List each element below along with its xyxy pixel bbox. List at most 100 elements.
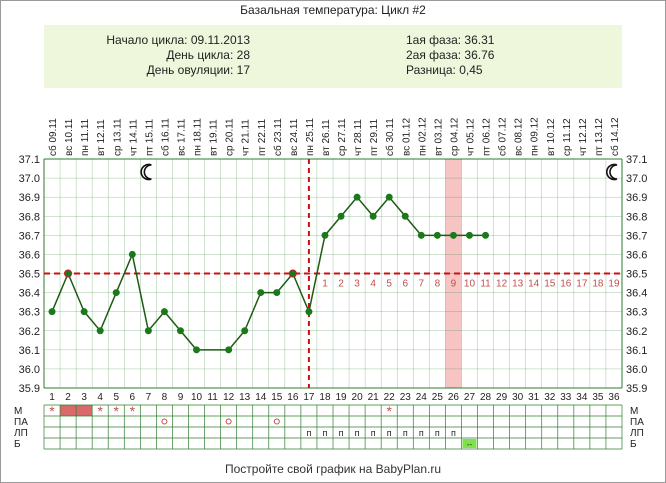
phase2-day-number: 15 [544,279,556,290]
menses-star-icon: * [114,403,120,419]
x-day-label: 15 [271,392,283,403]
y-tick-label-left: 36.8 [19,211,40,223]
lp-mark: п [451,428,456,438]
x-day-label: 24 [416,392,428,403]
x-date-label: сб 14.12 [609,117,621,156]
temperature-point [144,327,152,335]
x-date-label: пт 06.12 [482,118,493,156]
chart-title: Базальная температура: Цикл #2 [240,3,426,17]
temperature-point [96,327,104,335]
x-date-label: вт 26.11 [321,119,332,156]
phase2-day-number: 12 [496,279,508,290]
temperature-point [482,231,490,239]
temperature-point [353,193,361,201]
y-tick-label-right: 36.2 [626,326,647,338]
temperature-point [160,308,168,316]
y-tick-label-left: 36.6 [19,249,40,261]
cycle-day-label: День цикла: 28 [166,48,250,62]
phase2-day-number: 4 [370,279,376,290]
x-day-label: 3 [81,392,87,403]
x-date-label: вс 08.12 [514,118,525,156]
temperature-point [401,212,409,220]
bt-marker-cell [462,439,477,448]
phase2-day-number: 11 [480,279,491,290]
y-tick-label-left: 36.7 [19,230,40,242]
intercourse-circle-icon [225,418,232,425]
x-day-label: 10 [191,392,203,403]
y-tick-label-right: 35.9 [626,383,647,395]
x-day-label: 2 [65,392,71,403]
y-tick-label-right: 36.9 [626,192,647,204]
phase2-day-number: 16 [560,279,572,290]
x-date-label: ср 11.12 [562,118,573,156]
temperature-point [241,327,249,335]
x-date-label: вт 19.11 [209,119,220,156]
x-date-label: пн 02.12 [417,117,428,156]
x-date-label: ср 20.11 [225,118,236,156]
footer-link[interactable]: Постройте свой график на BabyPlan.ru [224,462,442,476]
x-day-label: 8 [162,392,168,403]
x-day-label: 25 [432,392,444,403]
y-tick-label-left: 36.0 [19,364,40,376]
phase1-average-label: 1ая фаза: 36.31 [406,33,495,47]
lp-mark: п [403,428,408,438]
phase2-day-number: 10 [464,279,476,290]
table-row-label-right: ЛП [630,428,644,439]
table-row-label-right: ПА [630,417,644,428]
ovulation-day-label: День овуляции: 17 [146,63,250,77]
y-tick-label-left: 36.1 [19,345,40,357]
menses-star-icon: * [386,403,392,419]
bt-marker-text: -- [467,440,473,449]
x-day-label: 23 [400,392,412,403]
table-row-label-left: Б [14,439,21,450]
y-tick-label-right: 36.5 [626,269,647,281]
y-tick-label-left: 36.3 [19,307,40,319]
x-date-label: вс 01.12 [401,118,412,156]
y-tick-label-left: 36.9 [19,192,40,204]
temperature-point [417,231,425,239]
x-date-label: чт 12.12 [578,118,589,156]
lp-mark: п [435,428,440,438]
x-date-label: сб 23.11 [272,118,284,156]
lp-mark: п [355,428,360,438]
phase2-day-number: 2 [338,279,344,290]
x-day-label: 13 [239,392,251,403]
phase2-average-label: 2ая фаза: 36.76 [406,48,495,62]
temperature-point [337,212,345,220]
y-tick-label-left: 36.2 [19,326,40,338]
x-day-label: 1 [49,392,55,403]
lp-mark: п [387,428,392,438]
phase2-day-number: 6 [402,279,408,290]
cycle-summary-panel: Начало цикла: 09.11.2013 День цикла: 28 … [44,25,622,88]
y-tick-label-left: 37.0 [19,173,40,185]
x-day-label: 31 [528,392,540,403]
menses-star-icon: * [130,403,136,419]
lp-mark: п [306,428,311,438]
temperature-point [369,212,377,220]
temperature-point [193,346,201,354]
x-date-label: ср 27.11 [337,118,348,156]
phase2-day-number: 18 [592,279,604,290]
x-day-label: 27 [464,392,476,403]
y-tick-label-right: 37.1 [626,154,647,166]
x-date-label: ср 04.12 [449,117,460,156]
temperature-point [433,231,441,239]
phase2-day-number: 3 [354,279,360,290]
y-tick-label-right: 36.6 [626,249,647,261]
x-date-label: вс 17.11 [176,118,187,156]
x-day-label: 17 [303,392,315,403]
phase2-day-number: 9 [451,279,457,290]
x-day-label: 30 [512,392,524,403]
x-date-label: сб 30.11 [384,118,396,156]
x-date-label: чт 21.11 [241,119,252,156]
temperature-point [305,308,313,316]
x-date-label: пт 13.12 [594,118,605,156]
cycle-start-label: Начало цикла: 09.11.2013 [106,33,250,47]
lp-mark: п [419,428,424,438]
lp-mark: п [323,428,328,438]
phase2-day-number: 19 [608,279,620,290]
x-day-label: 20 [352,392,364,403]
x-date-label: пн 25.11 [305,118,316,156]
